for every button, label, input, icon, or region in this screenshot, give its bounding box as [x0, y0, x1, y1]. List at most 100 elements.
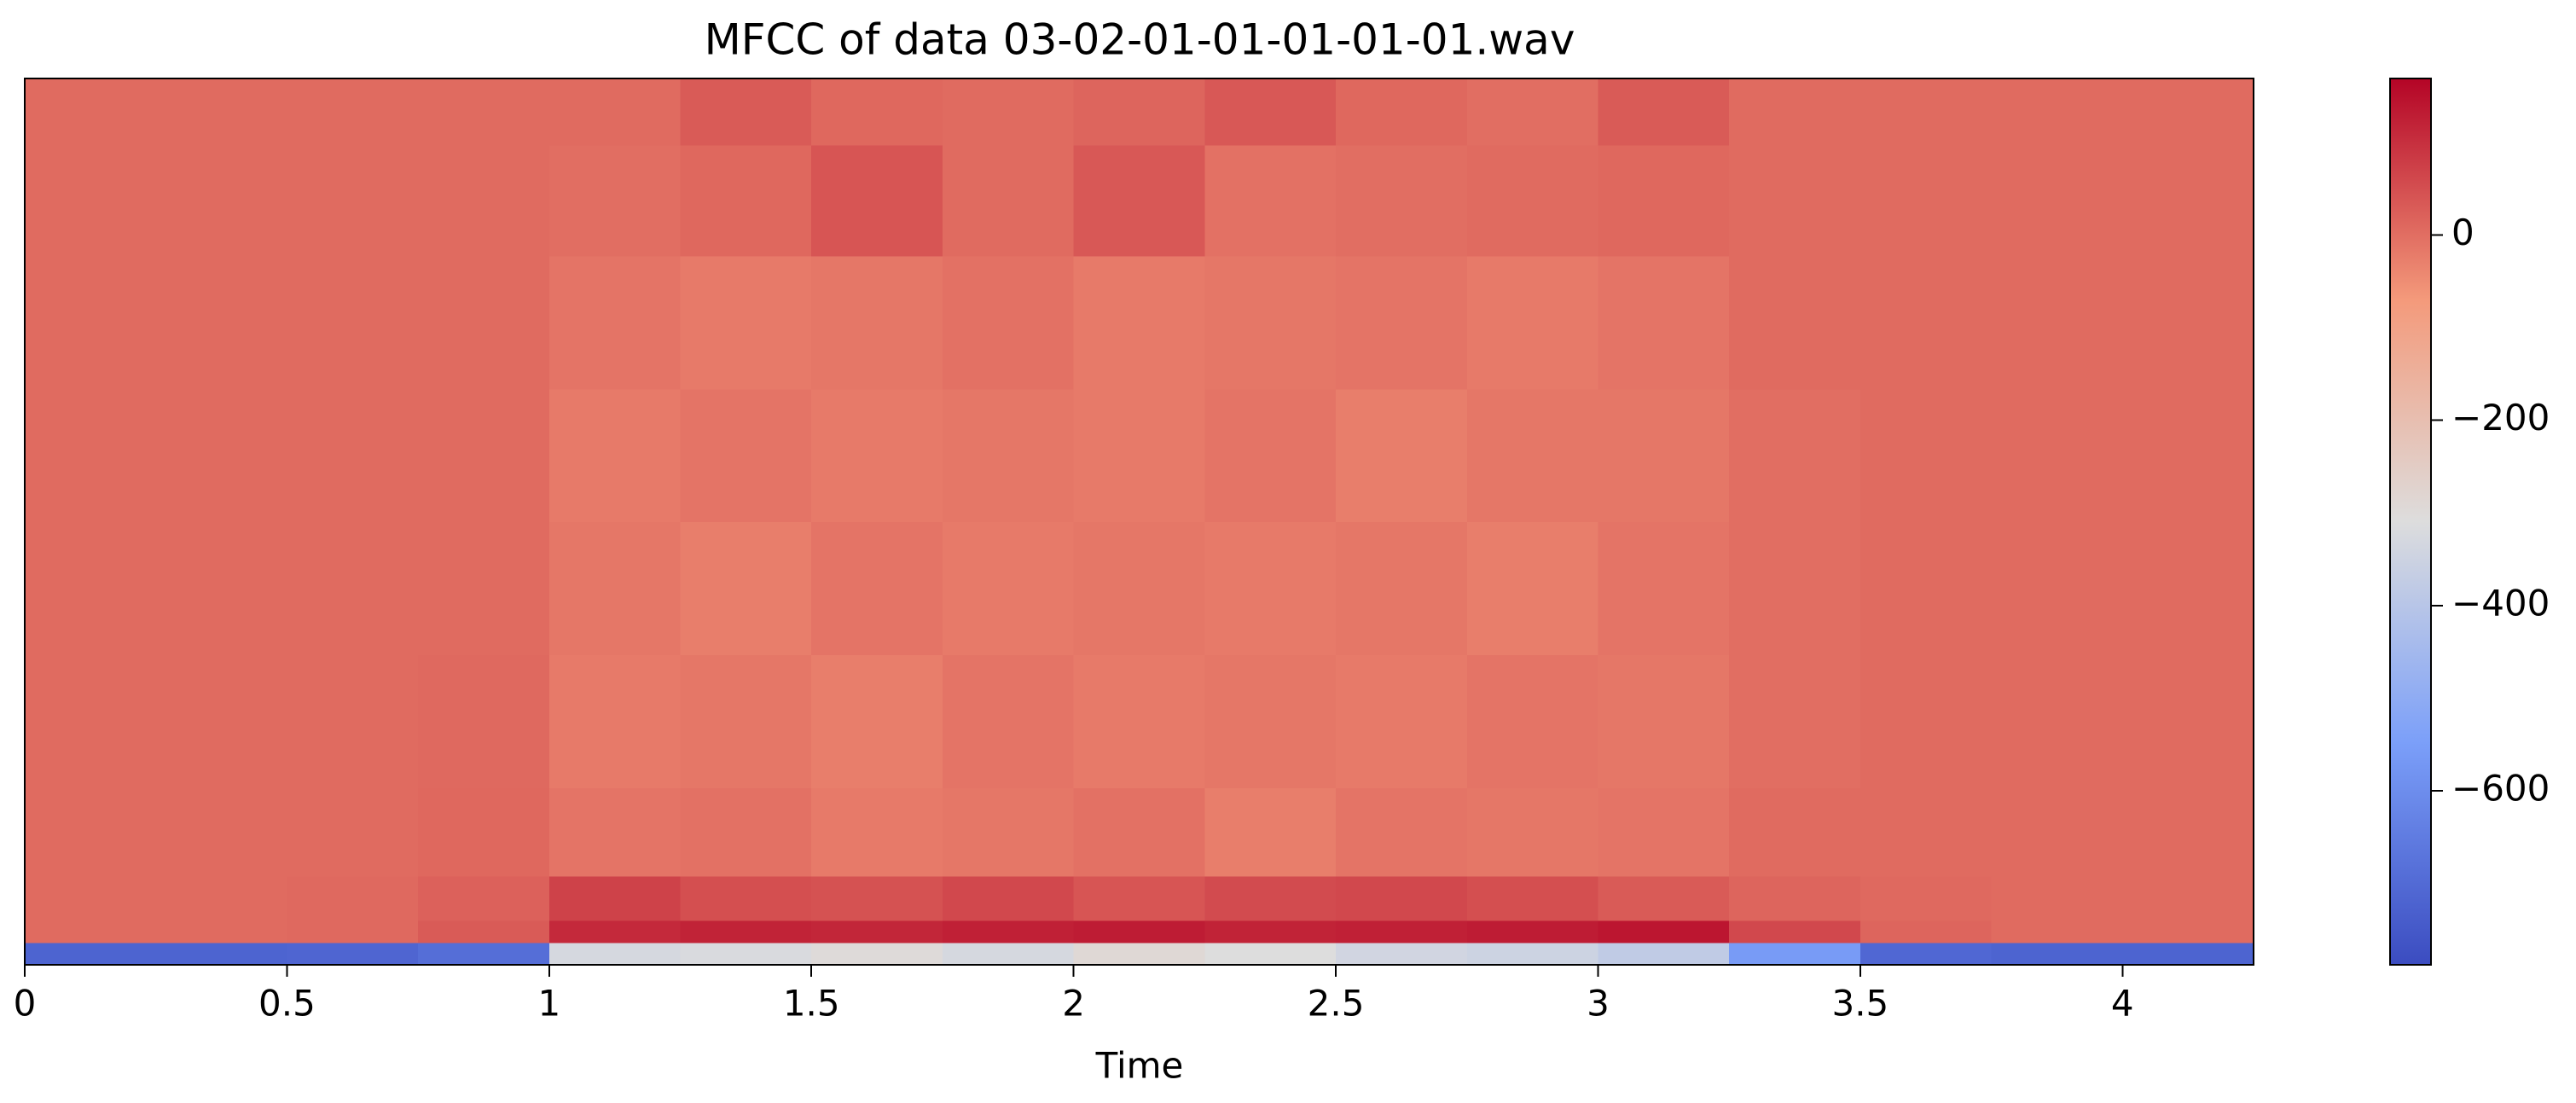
x-tick-label: 2.5 [1308, 983, 1365, 1025]
heatmap-cell [1598, 144, 1730, 257]
heatmap-cell [1466, 654, 1599, 788]
heatmap-cell [287, 144, 419, 257]
heatmap-cell [1204, 144, 1337, 257]
heatmap-cell [1991, 388, 2123, 523]
heatmap-cell [155, 787, 288, 877]
heatmap-cell [155, 920, 288, 943]
heatmap-cell [1991, 144, 2123, 257]
colorbar [2389, 78, 2432, 966]
heatmap-cell [2122, 943, 2254, 966]
heatmap-cell [1466, 521, 1599, 655]
heatmap-cell [1729, 144, 1861, 257]
heatmap-cell [287, 943, 419, 966]
heatmap-cell [1073, 654, 1205, 788]
heatmap-cell [680, 255, 812, 390]
heatmap-cell [548, 943, 682, 966]
heatmap-cell [1859, 943, 1993, 966]
heatmap-cell [1729, 943, 1861, 966]
heatmap-cell [1466, 255, 1599, 390]
x-tick-label: 2 [1062, 983, 1085, 1025]
heatmap-cell [1204, 78, 1337, 146]
heatmap-cell [548, 521, 682, 655]
heatmap-cell [680, 144, 812, 257]
heatmap-cell [1466, 388, 1599, 523]
heatmap-cell [1859, 920, 1993, 943]
heatmap-cell [287, 78, 419, 146]
heatmap-cell [418, 144, 550, 257]
heatmap-cell [25, 920, 157, 943]
heatmap-cell [418, 388, 550, 523]
heatmap-cell [25, 787, 157, 877]
heatmap-cell [1991, 787, 2123, 877]
heatmap-cell [1073, 943, 1205, 966]
heatmap-cell [418, 787, 550, 877]
heatmap-cell [811, 787, 943, 877]
heatmap-cell [25, 388, 157, 523]
heatmap-cell [680, 521, 812, 655]
heatmap-cell [287, 920, 419, 943]
heatmap-cell [1336, 943, 1468, 966]
colorbar-tick-label: 0 [2451, 212, 2474, 253]
heatmap-cell [548, 654, 682, 788]
heatmap-cell [1336, 255, 1468, 390]
plot-frame [24, 78, 2254, 966]
heatmap-cell [1466, 920, 1599, 943]
heatmap-cell [1598, 654, 1730, 788]
heatmap-cell [1729, 876, 1861, 921]
heatmap-cell [811, 521, 943, 655]
heatmap-cell [1729, 255, 1861, 390]
heatmap-cell [1204, 787, 1337, 877]
x-tick-label: 0 [14, 983, 37, 1025]
heatmap-cell [680, 787, 812, 877]
heatmap-cell [1073, 920, 1205, 943]
heatmap-cell [2122, 920, 2254, 943]
heatmap-cell [155, 255, 288, 390]
heatmap-cell [1073, 876, 1205, 921]
heatmap-cell [2122, 255, 2254, 390]
heatmap-cell [155, 654, 288, 788]
x-tick-label: 1 [537, 983, 560, 1025]
heatmap-cell [1859, 144, 1993, 257]
heatmap-cell [1073, 787, 1205, 877]
heatmap-cell [942, 144, 1075, 257]
heatmap-cell [942, 876, 1075, 921]
heatmap-cell [1073, 255, 1205, 390]
heatmap-cell [1859, 876, 1993, 921]
heatmap-cell [1859, 388, 1993, 523]
heatmap-cell [2122, 654, 2254, 788]
heatmap-cell [25, 654, 157, 788]
heatmap-cell [1729, 388, 1861, 523]
heatmap-cell [2122, 144, 2254, 257]
heatmap-cell [1991, 943, 2123, 966]
heatmap-cell [548, 876, 682, 921]
heatmap-cell [418, 876, 550, 921]
heatmap-cell [548, 920, 682, 943]
heatmap-cell [1466, 78, 1599, 146]
heatmap-cell [1336, 144, 1468, 257]
heatmap-cell [1336, 388, 1468, 523]
heatmap-cell [1073, 521, 1205, 655]
heatmap-cell [1466, 787, 1599, 877]
heatmap-cell [1204, 521, 1337, 655]
heatmap-cell [1598, 78, 1730, 146]
heatmap-cell [680, 78, 812, 146]
heatmap-cell [25, 144, 157, 257]
heatmap-cell [25, 78, 157, 146]
colorbar-tick-label: −200 [2451, 397, 2550, 438]
heatmap-cell [680, 920, 812, 943]
heatmap-cell [1073, 78, 1205, 146]
heatmap-cell [2122, 876, 2254, 921]
heatmap-cell [1729, 78, 1861, 146]
heatmap-cell [1204, 876, 1337, 921]
heatmap-cell [680, 876, 812, 921]
heatmap-cell [287, 876, 419, 921]
heatmap-cell [2122, 78, 2254, 146]
heatmap-cell [155, 388, 288, 523]
heatmap-cell [811, 654, 943, 788]
heatmap-cell [942, 78, 1075, 146]
heatmap-cell [1991, 78, 2123, 146]
heatmap-cell [1598, 521, 1730, 655]
heatmap-cell [942, 255, 1075, 390]
